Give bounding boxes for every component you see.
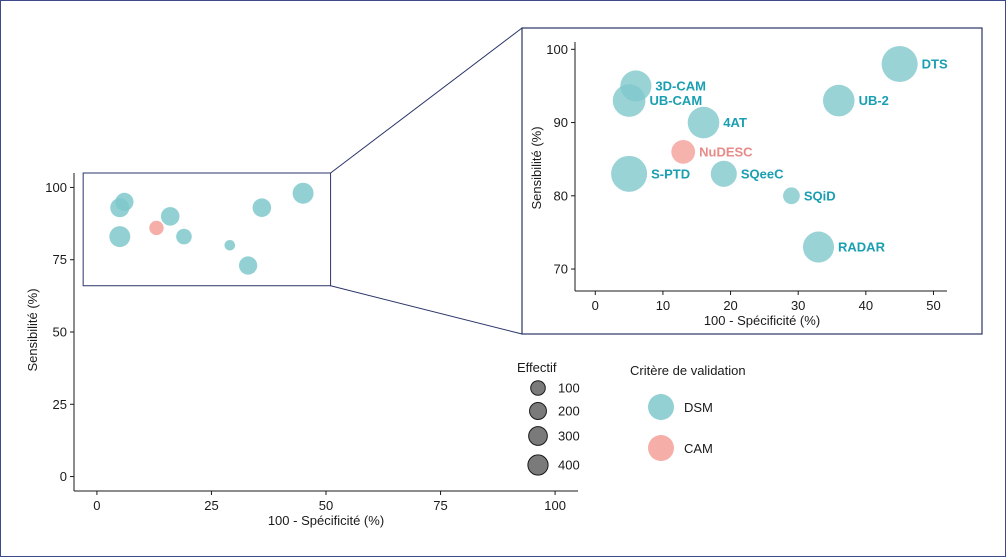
main-point-3d-cam (115, 192, 134, 212)
zoom-point-3d-cam (620, 70, 652, 102)
main-point-dts (292, 182, 314, 204)
zoom-point-label: RADAR (838, 240, 886, 255)
main-point-s-ptd (109, 226, 131, 248)
zoom-x-tick-label: 0 (592, 298, 599, 313)
zoom-point-label: SQeeC (741, 166, 784, 181)
zoom-x-tick-label: 20 (723, 298, 737, 313)
main-point-4at (160, 207, 180, 226)
zoom-scatter-plot: 0 10 20 30 40 50 70 80 90 100 100 - Spécificité … (521, 27, 983, 335)
zoom-point-label: DTS (922, 56, 948, 71)
zoom-point-label: 4AT (723, 115, 747, 130)
size-legend-label: 200 (558, 404, 580, 419)
color-legend-key-cam (648, 435, 674, 461)
color-legend-key-dsm (648, 394, 674, 420)
zoom-y-tick-label: 100 (546, 42, 568, 57)
size-legend-label: 300 (558, 429, 580, 444)
zoom-point-dts (881, 45, 918, 82)
size-legend-title: Effectif (517, 360, 557, 375)
size-legend-key (528, 426, 548, 446)
zoom-y-tick-label: 80 (554, 188, 568, 203)
main-y-tick-label: 50 (53, 325, 67, 340)
size-legend-key (530, 380, 546, 396)
size-legend-key (529, 402, 547, 420)
main-point-sqeec (176, 228, 192, 245)
zoom-x-tick-label: 50 (926, 298, 940, 313)
zoom-point-label: UB-2 (859, 93, 889, 108)
zoom-point-label: UB-CAM (649, 93, 702, 108)
main-x-tick-label: 25 (204, 498, 218, 513)
color-legend-title: Critère de validation (630, 363, 746, 378)
size-legend: Effectif 100 200 300 400 (517, 360, 580, 476)
zoom-point-radar (802, 231, 835, 263)
color-legend-label: CAM (684, 441, 713, 456)
zoom-x-tick-label: 30 (791, 298, 805, 313)
zoom-point-sqeec (710, 160, 737, 187)
zoom-connector-bottom (330, 285, 523, 335)
main-point-nudesc (149, 220, 164, 236)
main-y-tick-label: 25 (53, 397, 67, 412)
main-x-axis-label: 100 - Spécificité (%) (268, 513, 384, 528)
zoom-point-label: 3D-CAM (655, 78, 706, 93)
main-x-tick-label: 50 (319, 498, 333, 513)
zoom-y-tick-label: 70 (554, 262, 568, 277)
zoom-point-label: NuDESC (699, 144, 753, 159)
zoom-region-box (82, 172, 332, 287)
main-x-tick-label: 100 (544, 498, 566, 513)
size-legend-label: 400 (558, 458, 580, 473)
zoom-y-tick-label: 90 (554, 115, 568, 130)
zoom-point-sqid (783, 187, 800, 205)
main-y-tick-label: 75 (53, 252, 67, 267)
zoom-point-4at (687, 106, 720, 139)
zoom-point-label: SQiD (804, 188, 836, 203)
color-legend-label: DSM (684, 400, 713, 415)
main-x-tick-label: 0 (93, 498, 100, 513)
size-legend-label: 100 (558, 381, 580, 396)
main-point-sqid (224, 239, 236, 251)
main-x-tick-label: 75 (433, 498, 447, 513)
zoom-connector-top (330, 27, 523, 174)
main-point-radar (238, 256, 258, 275)
size-legend-key (527, 454, 549, 476)
zoom-point-s-ptd (611, 155, 648, 192)
main-point-ub-2 (252, 198, 272, 217)
zoom-x-tick-label: 10 (656, 298, 670, 313)
zoom-x-tick-label: 40 (859, 298, 873, 313)
main-scatter-plot: 0 25 50 75 100 0 25 50 75 100 100 - Spécificité … (25, 172, 578, 528)
main-y-tick-label: 100 (45, 180, 67, 195)
main-y-tick-label: 0 (60, 469, 67, 484)
zoom-point-nudesc (671, 139, 696, 164)
color-legend: Critère de validation DSM CAM (630, 363, 746, 461)
main-y-axis-label: Sensibilité (%) (25, 288, 40, 371)
zoom-point-label: S-PTD (651, 166, 690, 181)
zoom-point-ub-2 (822, 84, 855, 117)
zoom-y-axis-label: Sensibilité (%) (529, 126, 544, 209)
zoom-x-axis-label: 100 - Spécificité (%) (704, 313, 820, 328)
